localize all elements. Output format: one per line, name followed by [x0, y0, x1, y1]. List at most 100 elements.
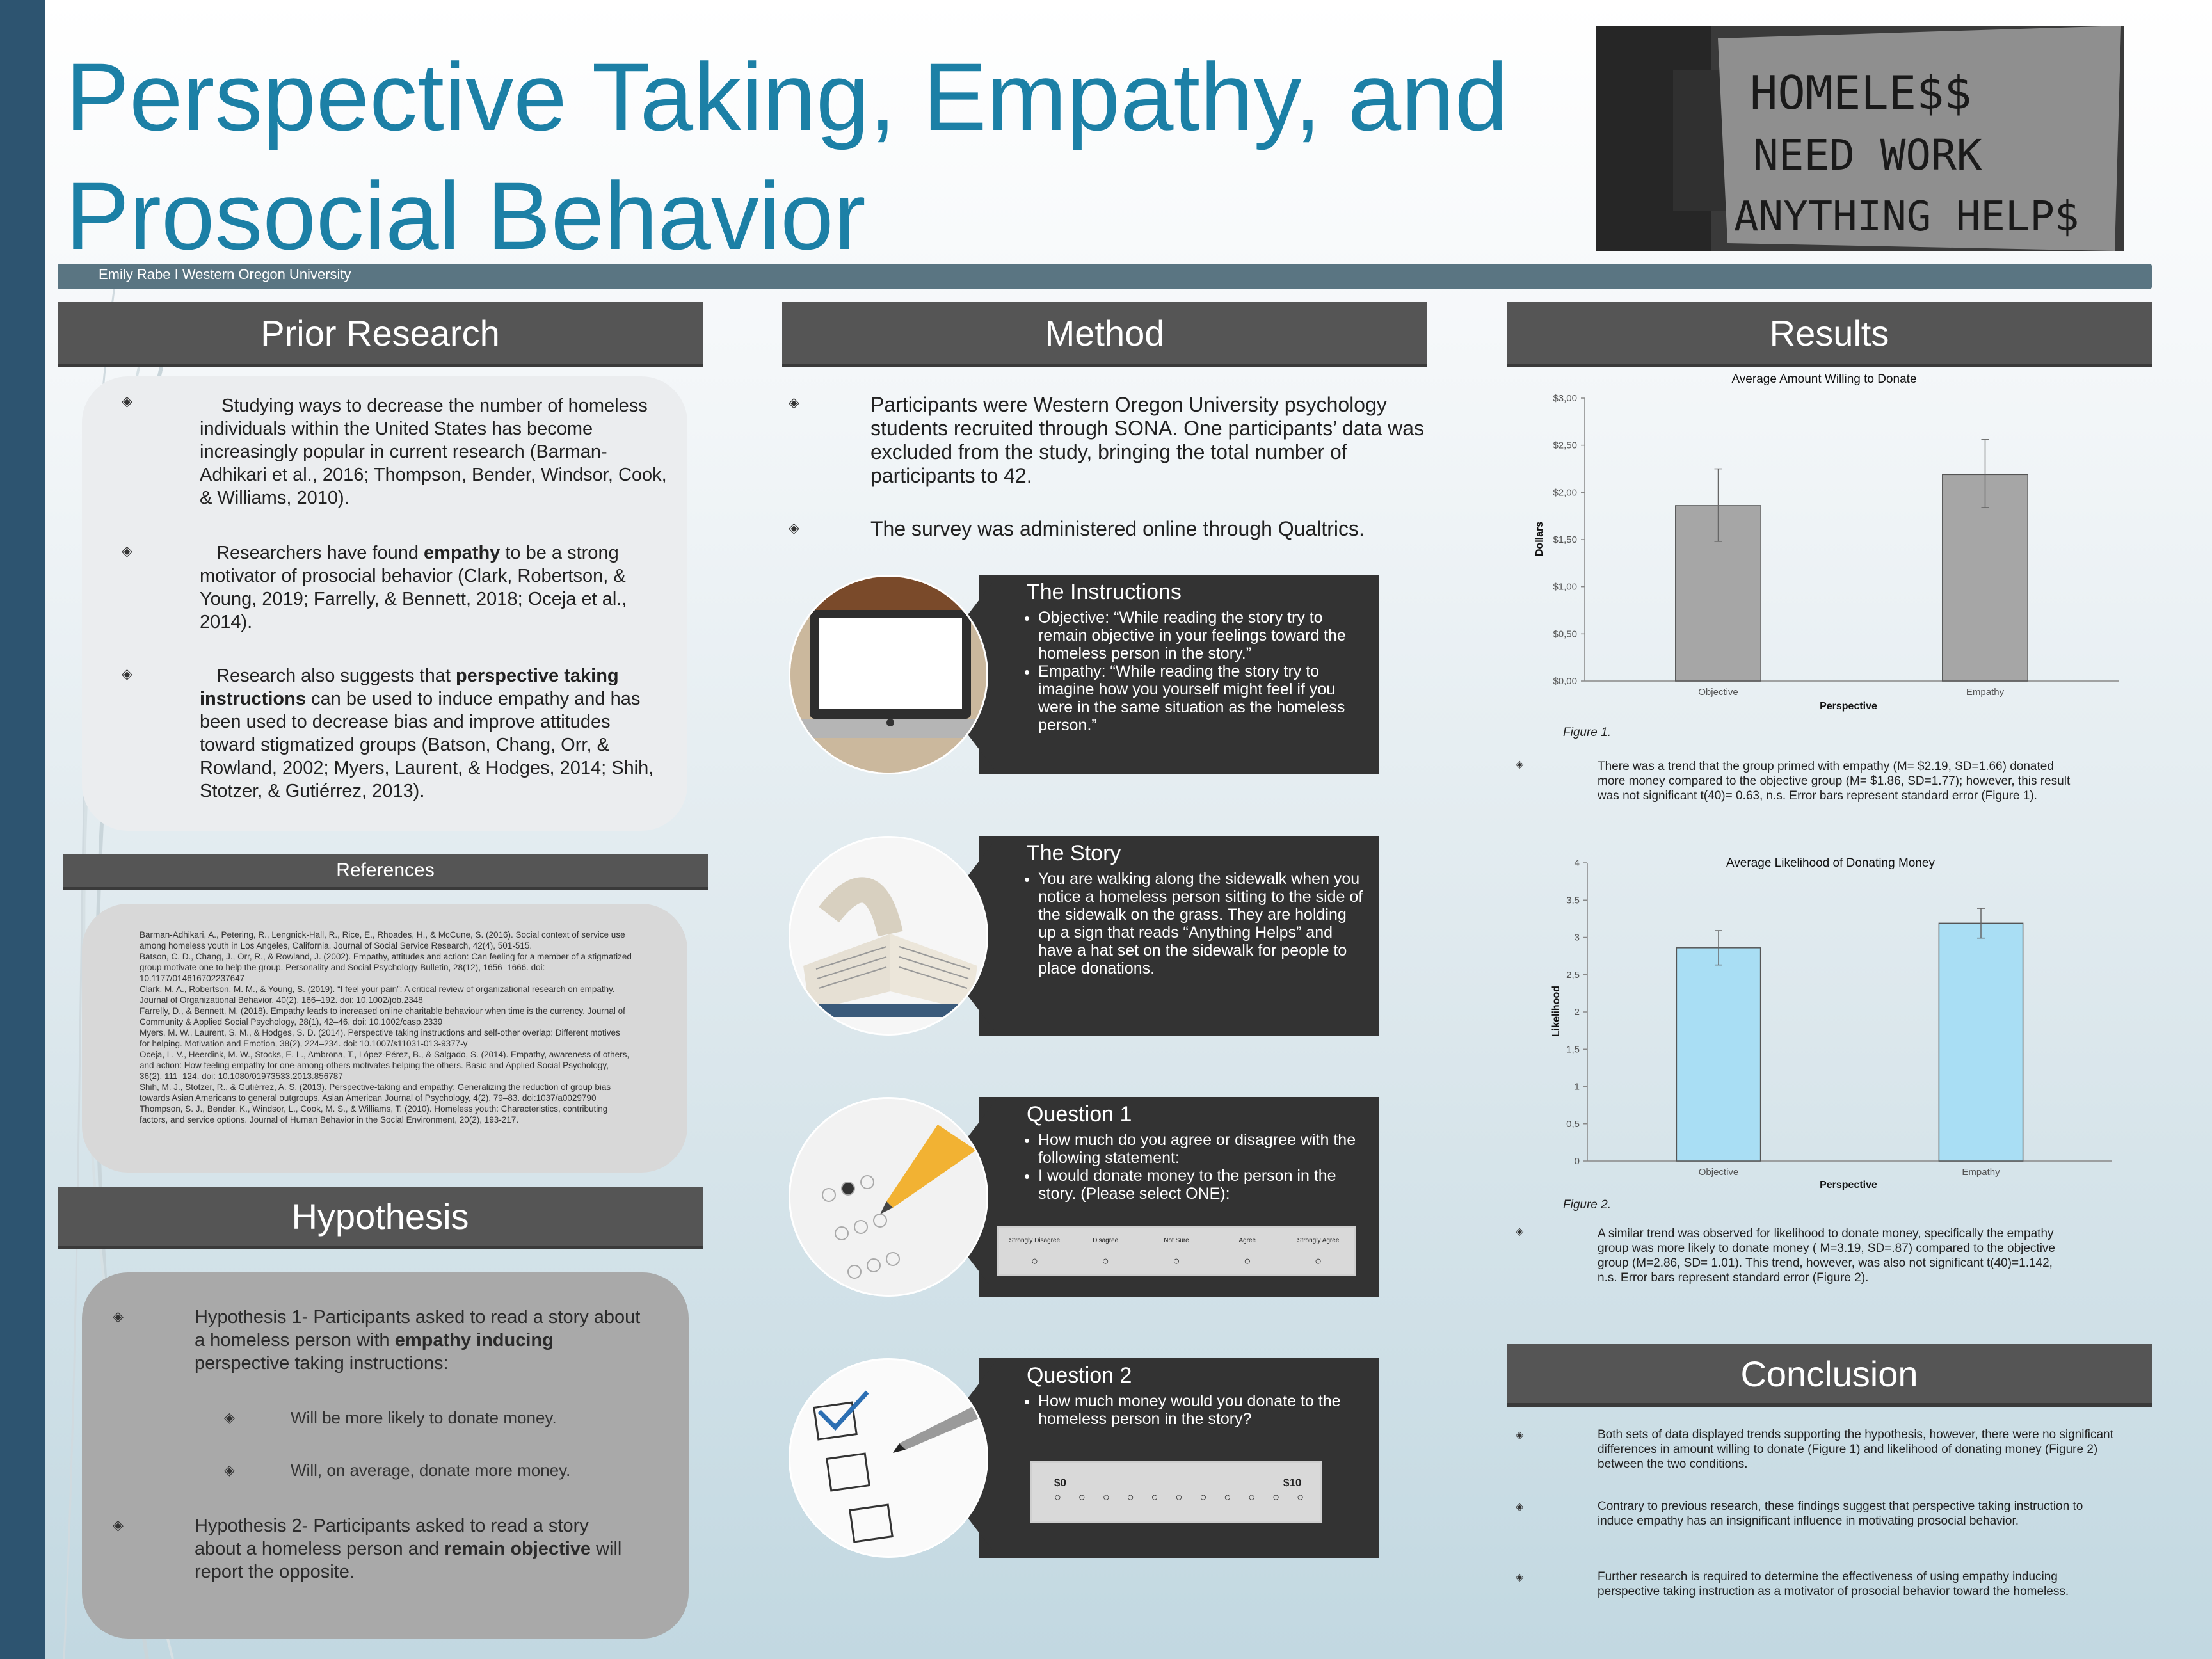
y-tick-label: $1,50: [1553, 534, 1577, 545]
figure-1-caption: Figure 1.: [1563, 726, 1611, 739]
story-content: The Story You are walking along the side…: [1027, 841, 1366, 977]
hypothesis-1-sub-1: Will be more likely to donate money.: [291, 1408, 557, 1427]
chart-1-title: Average Amount Willing to Donate: [1731, 373, 1916, 386]
conclusion-point-3: Further research is required to determin…: [1598, 1570, 2069, 1598]
slider-max-label: $10: [1283, 1477, 1302, 1489]
reference-item: Barman-Adhikari, A., Petering, R., Lengn…: [140, 930, 625, 950]
slider-min-label: $0: [1054, 1477, 1066, 1489]
y-tick-label: 0,5: [1566, 1119, 1580, 1130]
references-title: References: [336, 860, 435, 881]
likert-label: Disagree: [1093, 1237, 1119, 1244]
diamond-bullet-icon: ◈: [789, 394, 799, 410]
diamond-bullet-icon: ◈: [1516, 759, 1524, 770]
prior-p3-start: Research also suggests that: [216, 666, 456, 686]
results-header: Results: [1507, 302, 2152, 367]
chart-1-plot: $0,00 $0,50 $1,00 $1,50 $2,00 $2,50 $3,00 Objec…: [1553, 393, 2119, 698]
instructions-box: [979, 575, 1379, 774]
hyp1-start: Hypothesis 1- Participants asked to read…: [195, 1307, 641, 1350]
question-1-content: Question 1 How much do you agree or disa…: [1027, 1102, 1372, 1203]
hyp1-bold: empathy inducing: [394, 1330, 554, 1350]
hypothesis-title: Hypothesis: [291, 1196, 469, 1237]
y-tick-label: 4: [1575, 858, 1580, 869]
radio-icon: ○: [1078, 1491, 1086, 1503]
prior-p3-end: can be used to induce empathy and has be…: [200, 689, 654, 801]
likert-radios: ○ ○ ○ ○ ○: [999, 1244, 1354, 1268]
likert-radio-icon: ○: [1315, 1254, 1322, 1267]
radio-icon: ○: [1054, 1491, 1061, 1503]
likert-radio-icon: ○: [1102, 1254, 1109, 1267]
homeless-sign-photo: HOMELE$$ NEED WORK ANYTHING HELP$: [1596, 26, 2124, 251]
conclusion-header: Conclusion: [1507, 1344, 2152, 1407]
hypothesis-2: Hypothesis 2- Participants asked to read…: [195, 1514, 636, 1583]
reference-item: Shih, M. J., Stotzer, R., & Gutiérrez, A…: [140, 1082, 611, 1103]
figure-1-description: There was a trend that the group primed …: [1598, 760, 2071, 803]
sign-text-2: NEED WORK: [1753, 131, 1982, 180]
prior-paragraph-2: Researchers have found empathy to be a s…: [200, 541, 667, 634]
chart-1-xlabel: Perspective: [1820, 701, 1877, 712]
diamond-bullet-icon: ◈: [122, 666, 132, 682]
diamond-bullet-icon: ◈: [1516, 1502, 1524, 1512]
y-tick-label: $3,00: [1553, 393, 1577, 404]
answer-sheet-image: [789, 1097, 988, 1297]
diamond-bullet-icon: ◈: [789, 520, 799, 536]
chart-1-ylabel: Dollars: [1534, 522, 1545, 556]
method-header: Method: [782, 302, 1427, 367]
y-tick-label: 1,5: [1566, 1044, 1580, 1055]
prior-p2-bold: empathy: [424, 543, 501, 563]
references-header: References: [63, 854, 708, 890]
hypothesis-panel: [82, 1272, 689, 1639]
x-tick-label: Empathy: [1962, 1167, 2000, 1178]
question-1-item: How much do you agree or disagree with t…: [1038, 1131, 1372, 1167]
likert-radio-icon: ○: [1244, 1254, 1251, 1267]
y-tick-label: $0,50: [1553, 629, 1577, 639]
question-1-item: I would donate money to the person in th…: [1038, 1167, 1372, 1203]
diamond-bullet-icon: ◈: [113, 1517, 124, 1533]
author-bar: [58, 264, 2152, 289]
radio-icon: ○: [1126, 1491, 1134, 1503]
reference-item: Farrelly, D., & Bennett, M. (2018). Empa…: [140, 1006, 625, 1027]
question-2-content: Question 2 How much money would you dona…: [1027, 1363, 1372, 1428]
sign-text-1: HOMELE$$: [1750, 66, 1972, 120]
prior-p3-bold: perspective taking instructions: [200, 666, 619, 709]
bar-empathy: [1938, 922, 2024, 1162]
radio-icon: ○: [1199, 1491, 1207, 1503]
author-line: Emily Rabe I Western Oregon University: [99, 266, 351, 282]
likert-label: Strongly Disagree: [1009, 1237, 1061, 1244]
question-1-list: How much do you agree or disagree with t…: [1027, 1131, 1372, 1203]
diamond-bullet-icon: ◈: [122, 543, 132, 559]
results-title: Results: [1769, 313, 1889, 353]
donation-slider: $0 $10 ○ ○ ○ ○ ○ ○ ○ ○ ○ ○ ○: [1030, 1461, 1322, 1523]
method-title: Method: [1045, 313, 1165, 353]
reference-item: Clark, M. A., Robertson, M. M., & Young,…: [140, 984, 615, 1005]
hypothesis-1-sub-2: Will, on average, donate more money.: [291, 1461, 571, 1480]
chart-2-plot: 0 0,5 1 1,5 2 2,5 3 3,5 4 Objective Empathy: [1566, 858, 2112, 1178]
title-line-2: Prosocial Behavior: [65, 162, 866, 269]
radio-icon: ○: [1297, 1491, 1304, 1503]
left-accent-bar: [0, 0, 45, 1659]
reference-list: Barman-Adhikari, A., Petering, R., Lengn…: [140, 929, 632, 1125]
reference-item: Oceja, L. V., Heerdink, M. W., Stocks, E…: [140, 1050, 630, 1081]
method-paragraph-1: Participants were Western Oregon Univers…: [870, 393, 1425, 487]
prior-research-header: Prior Research: [58, 302, 703, 367]
prior-research-panel: [82, 376, 687, 831]
diamond-bullet-icon: ◈: [224, 1462, 235, 1478]
diamond-bullet-icon: ◈: [1516, 1430, 1524, 1441]
prior-p2-start: Researchers have found: [216, 543, 424, 563]
question-1-title: Question 1: [1027, 1102, 1132, 1126]
story-list: You are walking along the sidewalk when …: [1027, 870, 1366, 977]
story-box: [979, 836, 1379, 1036]
hyp2-end: will report the opposite.: [195, 1539, 622, 1582]
instructions-list: Objective: “While reading the story try …: [1027, 609, 1372, 734]
y-tick-label: 3: [1575, 933, 1580, 943]
chart-2-xlabel: Perspective: [1820, 1180, 1877, 1190]
diamond-bullet-icon: ◈: [1516, 1572, 1524, 1583]
likert-label: Strongly Agree: [1297, 1237, 1340, 1244]
bar-empathy: [1942, 474, 2028, 682]
likert-label: Agree: [1238, 1237, 1256, 1244]
method-paragraph-2: The survey was administered online throu…: [870, 517, 1365, 540]
x-tick-label: Empathy: [1966, 687, 2005, 698]
story-title: The Story: [1027, 841, 1121, 865]
radio-icon: ○: [1175, 1491, 1183, 1503]
y-tick-label: 3,5: [1566, 895, 1580, 906]
y-tick-label: $0,00: [1553, 676, 1577, 687]
